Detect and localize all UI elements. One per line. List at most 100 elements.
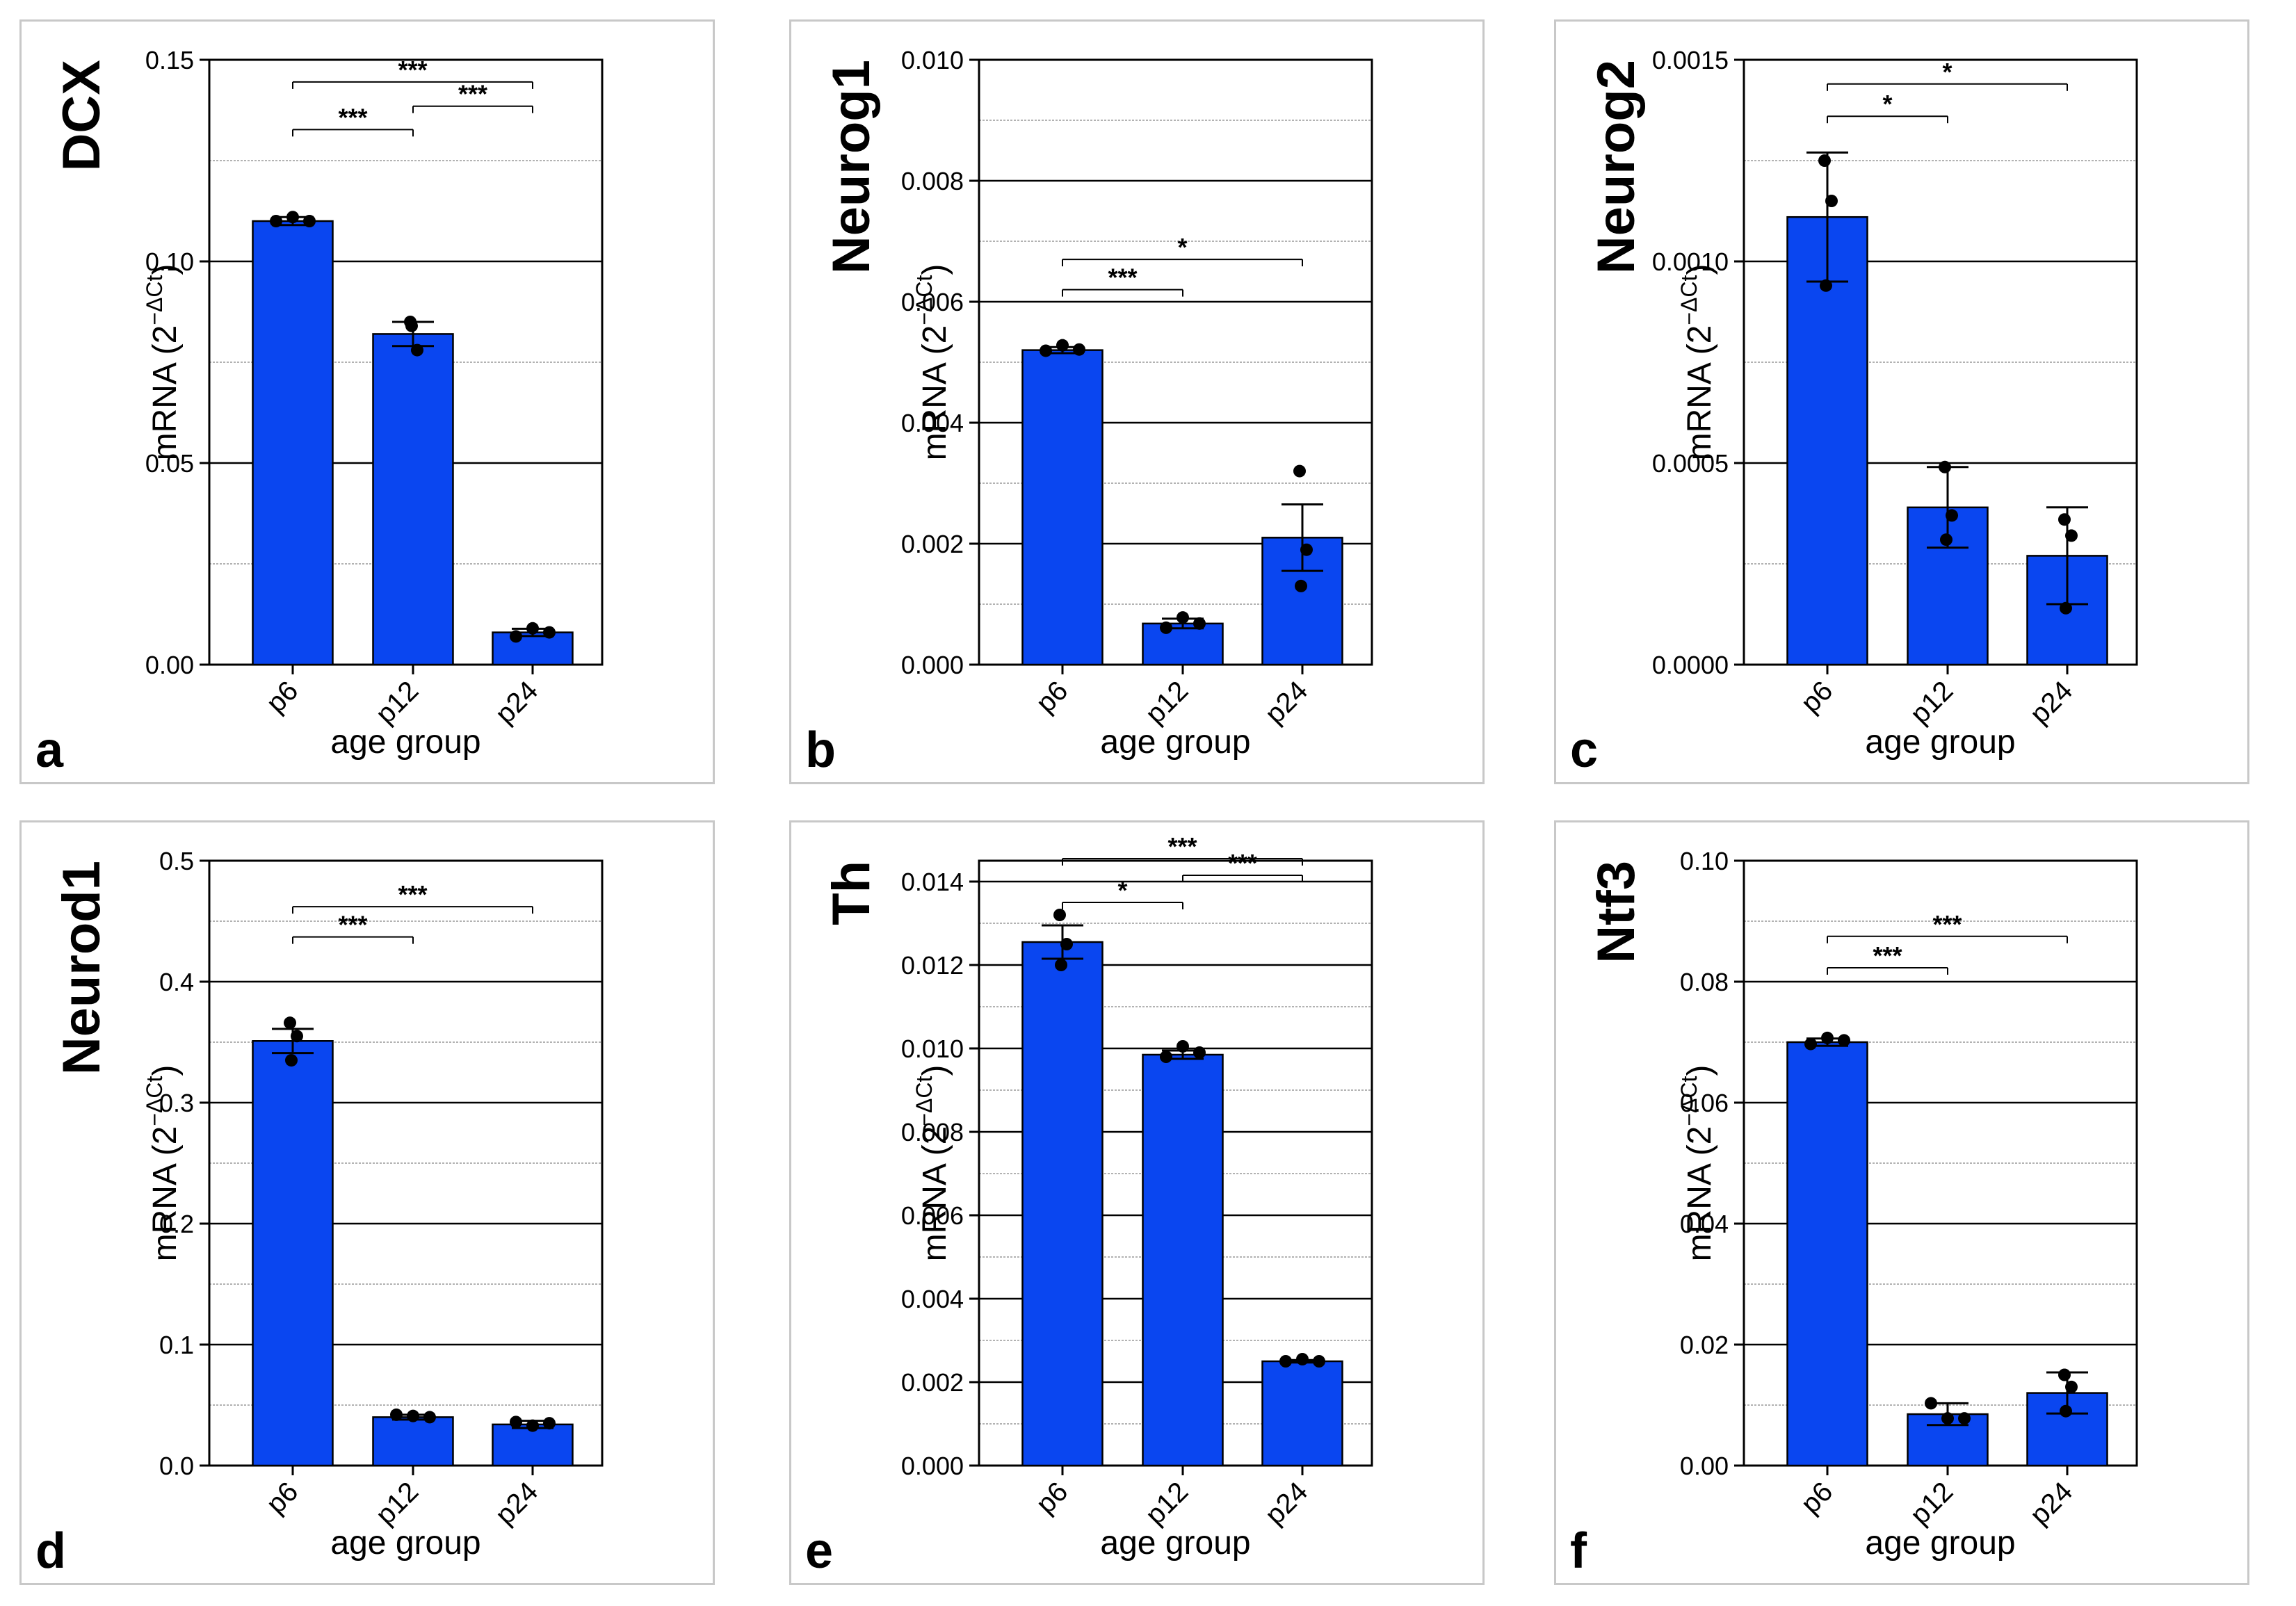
data-point	[1177, 611, 1189, 624]
data-point	[1073, 343, 1085, 356]
data-point	[1838, 1034, 1850, 1047]
y-tick-label: 0.10	[145, 248, 194, 276]
significance-label: ***	[338, 911, 367, 939]
bar-p6	[1021, 941, 1103, 1467]
y-tick-label: 0.000	[901, 651, 964, 679]
data-point	[2065, 1380, 2078, 1393]
significance-bracket	[292, 81, 533, 89]
data-point	[1825, 195, 1838, 207]
data-point	[284, 1016, 296, 1030]
chart-panel-e: 0.000 0.002 0.004 0.006 0.008 0.010 0.012 0.014…	[789, 820, 1485, 1585]
significance-bracket	[292, 936, 414, 944]
y-tick-label: 0.3	[159, 1089, 194, 1117]
data-point	[1818, 154, 1831, 167]
bar-p12	[372, 1416, 454, 1467]
data-point	[1040, 344, 1052, 357]
bar-p24	[1261, 1360, 1343, 1467]
y-tick-label: 0.02	[1680, 1331, 1729, 1359]
chart-svg-e: 0.000 0.002 0.004 0.006 0.008 0.010 0.012 0.014…	[805, 832, 1373, 1579]
data-point	[1940, 533, 1953, 546]
x-axis-label: age group	[330, 724, 480, 761]
x-category-label: p24	[1259, 675, 1313, 729]
gene-title: DCX	[52, 60, 111, 172]
x-category-label: p6	[1030, 675, 1074, 719]
data-point	[2058, 1368, 2071, 1381]
data-point	[1279, 1355, 1292, 1368]
x-category-label: p24	[1259, 1476, 1313, 1530]
bar-p12	[372, 333, 454, 666]
y-tick-label: 0.00	[145, 651, 194, 679]
data-point	[423, 1411, 436, 1424]
y-axis-label: mRNA (2−ΔCt)	[912, 264, 953, 461]
x-category-label: p6	[261, 1476, 305, 1520]
data-point	[510, 630, 522, 643]
chart-panel-b: 0.000 0.002 0.004 0.006 0.008 0.010 p6 p12 p24 * *…	[789, 19, 1485, 784]
significance-label: *	[1177, 233, 1187, 261]
gene-title: Ntf3	[1587, 861, 1646, 964]
y-tick-label: 0.008	[901, 167, 964, 195]
x-axis-label: age group	[1865, 724, 2015, 761]
y-axis-label: mRNA (2−ΔCt)	[142, 264, 184, 461]
data-point	[1300, 543, 1313, 556]
y-tick-label: 0.014	[901, 868, 964, 896]
x-category-label: p12	[1140, 1476, 1194, 1530]
data-point	[2058, 513, 2071, 526]
panel-letter: e	[805, 1523, 833, 1579]
significance-bracket	[1182, 875, 1303, 882]
significance-label: ***	[398, 880, 427, 909]
y-tick-label: 0.010	[901, 46, 964, 74]
x-category-label: p6	[1030, 1476, 1074, 1520]
bar-p12	[1142, 1053, 1224, 1467]
data-point	[1160, 621, 1172, 634]
bar-p12	[1142, 622, 1224, 666]
y-tick-label: 0.000	[901, 1452, 964, 1480]
significance-label: ***	[1167, 832, 1197, 861]
data-point	[526, 622, 539, 635]
y-tick-label: 0.0010	[1652, 248, 1729, 276]
y-tick-label: 0.006	[901, 1201, 964, 1230]
significance-label: ***	[458, 80, 487, 108]
x-category-label: p12	[1905, 675, 1959, 729]
error-bar-p24	[1282, 503, 1323, 572]
x-axis-label: age group	[1865, 1525, 2015, 1562]
significance-bracket	[1062, 858, 1303, 866]
y-tick-label: 0.4	[159, 968, 194, 996]
significance-label: *	[1117, 876, 1127, 905]
bar-p24	[492, 631, 574, 666]
bar-p6	[1021, 349, 1103, 666]
y-tick-label: 0.5	[159, 847, 194, 875]
significance-bracket	[292, 129, 414, 137]
data-point	[411, 343, 423, 357]
y-axis-label: mRNA (2−ΔCt)	[1676, 264, 1718, 461]
chart-panel-d: 0.0 0.1 0.2 0.3 0.4 0.5 p6 p12 p24 *** *** Neurod1 m…	[19, 820, 715, 1585]
significance-bracket	[292, 906, 533, 914]
x-axis-label: age group	[1100, 724, 1250, 761]
x-category-label: p12	[1140, 675, 1194, 729]
chart-panel-a: 0.00 0.05 0.10 0.15 p6 p12 p24 *** *** *** DCX mRNA…	[19, 19, 715, 784]
significance-label: ***	[338, 103, 367, 131]
chart-panel-c: 0.0000 0.0005 0.0010 0.0015 p6 p12 p24 * * Neurog…	[1554, 19, 2249, 784]
y-axis-label: mRNA (2−ΔCt)	[912, 1065, 953, 1262]
x-category-label: p24	[2024, 675, 2078, 729]
data-point	[390, 1408, 403, 1421]
data-point	[291, 1030, 303, 1043]
significance-label: ***	[1873, 941, 1902, 970]
x-category-label: p12	[1905, 1476, 1959, 1530]
data-point	[1313, 1355, 1325, 1368]
data-point	[1925, 1397, 1937, 1410]
gene-title: Th	[822, 861, 881, 925]
bar-p6	[252, 1040, 334, 1467]
data-point	[1160, 1051, 1172, 1063]
data-point	[1055, 959, 1067, 971]
data-point	[1060, 938, 1073, 950]
y-tick-label: 0.06	[1680, 1089, 1729, 1117]
x-axis-label: age group	[1100, 1525, 1250, 1562]
chart-svg-c: 0.0000 0.0005 0.0010 0.0015 p6 p12 p24 * * Neurog…	[1570, 46, 2138, 778]
y-tick-label: 0.004	[901, 1285, 964, 1313]
y-tick-label: 0.1	[159, 1331, 194, 1359]
x-category-label: p6	[261, 675, 305, 719]
y-tick-label: 0.00	[1680, 1452, 1729, 1480]
significance-label: *	[1882, 90, 1892, 118]
panel-letter: b	[805, 722, 836, 778]
